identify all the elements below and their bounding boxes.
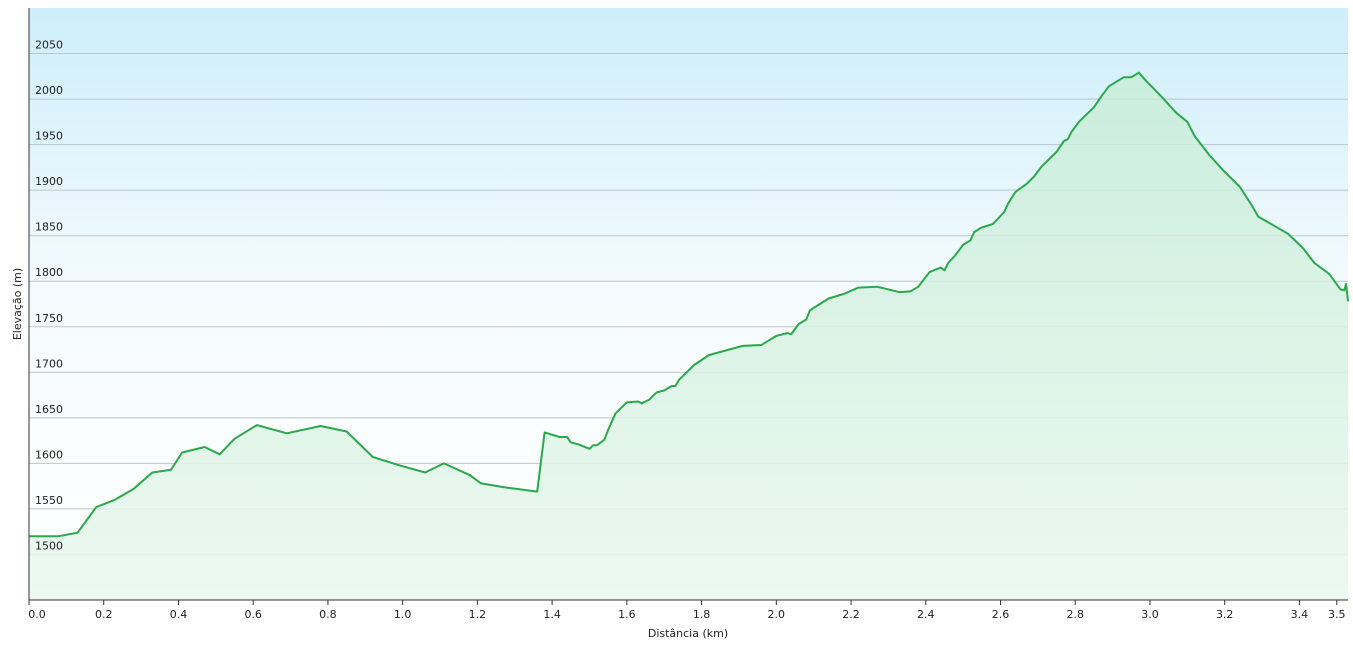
x-tick-label: 0.6 (244, 608, 262, 621)
x-tick-label: 3.5 (1328, 608, 1346, 621)
x-tick-label: 2.8 (1066, 608, 1084, 621)
y-tick-label: 1800 (35, 266, 63, 279)
y-axis-title: Elevação (m) (11, 268, 24, 340)
x-tick-label: 2.6 (992, 608, 1010, 621)
y-tick-label: 2000 (35, 84, 63, 97)
x-tick-label: 1.4 (543, 608, 561, 621)
x-axis-title: Distância (km) (648, 627, 728, 640)
x-tick-label: 3.4 (1291, 608, 1309, 621)
y-tick-label: 2050 (35, 39, 63, 52)
y-tick-label: 1700 (35, 357, 63, 370)
x-tick-label: 3.2 (1216, 608, 1234, 621)
x-tick-label: 1.6 (618, 608, 636, 621)
x-tick-label: 2.2 (842, 608, 860, 621)
x-tick-label: 2.4 (917, 608, 935, 621)
y-tick-label: 1600 (35, 448, 63, 461)
y-tick-label: 1900 (35, 175, 63, 188)
y-tick-label: 1950 (35, 130, 63, 143)
x-tick-label: 0.4 (170, 608, 188, 621)
x-tick-label: 1.2 (469, 608, 487, 621)
y-tick-label: 1650 (35, 403, 63, 416)
x-tick-label: 1.0 (394, 608, 412, 621)
x-tick-label: 3.0 (1141, 608, 1159, 621)
y-tick-label: 1850 (35, 221, 63, 234)
x-tick-label: 0.2 (95, 608, 113, 621)
area-fill (29, 72, 1348, 600)
elevation-line (29, 71, 1349, 538)
x-tick-label: 1.8 (693, 608, 711, 621)
x-tick-label: 2.0 (768, 608, 786, 621)
y-tick-label: 1550 (35, 494, 63, 507)
y-tick-label: 1500 (35, 539, 63, 552)
x-tick-label: 0.8 (319, 608, 337, 621)
y-tick-label: 1750 (35, 312, 63, 325)
x-tick-label: 0.0 (28, 608, 46, 621)
